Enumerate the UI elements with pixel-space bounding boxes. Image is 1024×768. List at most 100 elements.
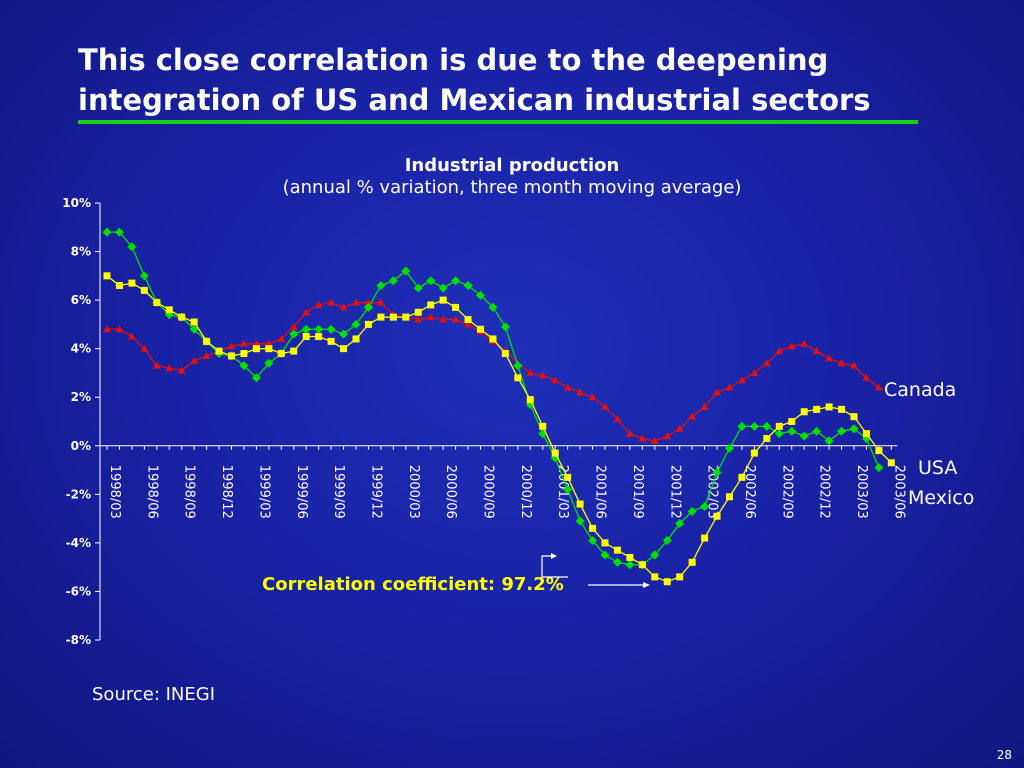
usa-point bbox=[340, 345, 348, 353]
correlation-annotation: Correlation coefficient: 97.2% bbox=[262, 574, 564, 595]
mexico-point bbox=[239, 361, 249, 371]
annotation-arrowhead-right bbox=[643, 582, 650, 588]
usa-point bbox=[165, 306, 173, 314]
usa-point bbox=[327, 337, 335, 345]
mexico-point bbox=[500, 322, 510, 332]
mexico-point bbox=[787, 426, 797, 436]
usa-point bbox=[464, 316, 472, 324]
usa-point bbox=[838, 405, 846, 413]
canada-point bbox=[725, 383, 734, 391]
usa-point bbox=[477, 325, 484, 333]
usa-point bbox=[414, 308, 422, 316]
slide-title-line-2: integration of US and Mexican industrial… bbox=[78, 83, 871, 117]
x-tick-label: 2002/06 bbox=[742, 465, 757, 519]
x-tick-label: 1998/03 bbox=[107, 465, 122, 519]
annotation-arrowhead-left bbox=[551, 553, 557, 559]
x-tick-label: 2002/12 bbox=[817, 465, 832, 519]
mexico-point bbox=[874, 463, 884, 473]
canada-point bbox=[426, 313, 435, 321]
x-tick-label: 2001/09 bbox=[630, 465, 645, 519]
canada-point bbox=[625, 429, 634, 437]
mexico-point bbox=[376, 281, 386, 291]
canada-point bbox=[339, 303, 348, 311]
usa-point bbox=[613, 546, 621, 554]
usa-point bbox=[589, 524, 597, 532]
canada-point bbox=[700, 402, 709, 410]
usa-point bbox=[240, 350, 248, 358]
usa-point bbox=[265, 345, 273, 353]
usa-point bbox=[651, 573, 659, 581]
usa-point bbox=[551, 449, 559, 457]
usa-point bbox=[128, 279, 136, 287]
canada-point bbox=[800, 339, 809, 347]
canada-point bbox=[775, 347, 784, 355]
canada-point bbox=[713, 388, 722, 396]
mexico-point bbox=[650, 550, 660, 560]
mexico-point bbox=[687, 506, 697, 516]
x-tick-label: 2002/09 bbox=[779, 465, 794, 519]
mexico-point bbox=[314, 324, 324, 334]
mexico-point bbox=[749, 421, 759, 431]
x-tick-label: 2003/06 bbox=[891, 465, 906, 519]
canada-point bbox=[563, 383, 572, 391]
usa-point bbox=[140, 286, 148, 294]
usa-point bbox=[875, 447, 883, 455]
usa-point bbox=[103, 272, 111, 280]
mexico-point bbox=[127, 242, 137, 252]
usa-point bbox=[813, 405, 821, 413]
usa-point bbox=[452, 303, 460, 311]
mexico-point bbox=[451, 276, 461, 286]
x-tick-label: 1999/09 bbox=[331, 465, 346, 519]
canada-point bbox=[239, 339, 248, 347]
x-tick-label: 1998/06 bbox=[144, 465, 159, 519]
usa-point bbox=[825, 403, 833, 411]
mexico-point bbox=[600, 550, 610, 560]
legend-label-mexico: Mexico bbox=[908, 487, 974, 509]
canada-point bbox=[327, 298, 336, 306]
mexico-point bbox=[301, 324, 311, 334]
x-tick-label: 1998/12 bbox=[219, 465, 234, 519]
slide-title: This close correlation is due to the dee… bbox=[78, 40, 958, 120]
mexico-point bbox=[625, 560, 635, 570]
canada-point bbox=[115, 325, 124, 333]
mexico-point bbox=[189, 324, 199, 334]
canada-point bbox=[464, 320, 473, 328]
usa-point bbox=[688, 558, 696, 566]
usa-point bbox=[713, 512, 721, 520]
usa-point bbox=[564, 473, 572, 481]
usa-point bbox=[638, 561, 646, 569]
usa-point bbox=[501, 350, 509, 358]
mexico-point bbox=[139, 271, 149, 281]
mexico-point bbox=[476, 290, 485, 300]
mexico-point bbox=[351, 319, 361, 329]
mexico-point bbox=[588, 535, 598, 545]
canada-point bbox=[289, 322, 298, 330]
usa-point bbox=[427, 301, 435, 309]
usa-point bbox=[402, 313, 410, 321]
usa-point bbox=[153, 299, 161, 307]
usa-point bbox=[514, 374, 522, 382]
slide-title-line-1: This close correlation is due to the dee… bbox=[78, 43, 829, 77]
mexico-point bbox=[488, 302, 498, 312]
usa-point bbox=[252, 345, 260, 353]
mexico-point bbox=[289, 329, 299, 339]
canada-point bbox=[152, 361, 161, 369]
usa-point bbox=[539, 422, 547, 430]
canada-point bbox=[140, 344, 149, 352]
canada-point bbox=[376, 298, 385, 306]
mexico-point bbox=[438, 283, 448, 293]
usa-point bbox=[526, 396, 534, 404]
usa-point bbox=[750, 449, 758, 457]
canada-point bbox=[663, 432, 672, 440]
y-tick-label: 6% bbox=[71, 293, 91, 307]
canada-point bbox=[103, 325, 111, 333]
usa-point bbox=[315, 333, 323, 341]
usa-point bbox=[663, 578, 671, 586]
usa-point bbox=[788, 418, 796, 425]
usa-point bbox=[290, 347, 298, 355]
source-note: Source: INEGI bbox=[92, 684, 216, 705]
usa-point bbox=[862, 430, 870, 438]
mexico-point bbox=[114, 227, 124, 237]
canada-point bbox=[177, 366, 186, 374]
canada-point bbox=[737, 376, 746, 384]
